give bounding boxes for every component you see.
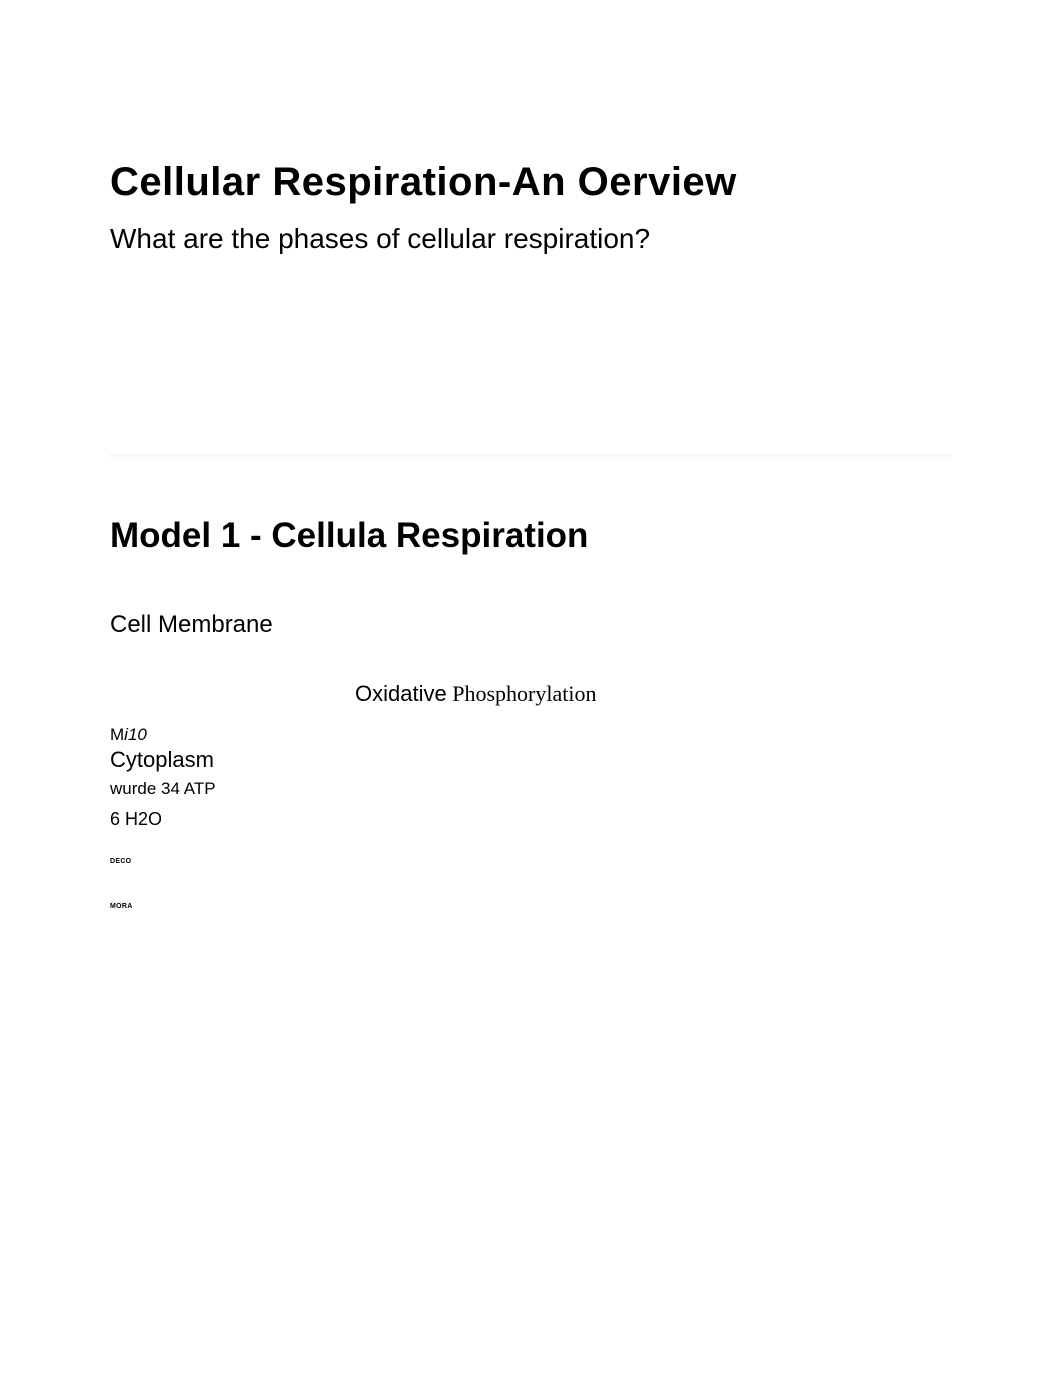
- mi-italic: i10: [124, 725, 147, 744]
- cytoplasm-label: Cytoplasm: [110, 747, 952, 773]
- section-seg-1: Model 1 - Ce: [110, 516, 316, 555]
- atp-num: 3: [161, 779, 170, 798]
- mi10-label: Mi10: [110, 725, 952, 745]
- document-page: Cellular Respiration-An Oerview What are…: [0, 0, 1062, 910]
- tiny-label-1: DECO: [110, 858, 952, 865]
- title-segment-2: on-An: [448, 160, 578, 204]
- tiny-label-2: MORA: [110, 903, 952, 910]
- oxphos-part1: Oxidative: [355, 681, 447, 706]
- section-seg-2: llula: [316, 516, 386, 555]
- oxidative-phosphorylation-label: Oxidative Phosphorylation: [355, 681, 952, 707]
- main-title: Cellular Respiration-An Oerview: [110, 160, 952, 205]
- section-title: Model 1 - Cellula Respiration: [110, 516, 952, 556]
- section-divider: [110, 455, 952, 461]
- atp-suffix: 4 ATP: [171, 779, 216, 798]
- atp-prefix: wurde: [110, 779, 161, 798]
- title-segment-3: Oerview: [578, 160, 737, 204]
- section-seg-4: ion: [536, 516, 588, 555]
- h2o-label: 6 H2O: [110, 809, 952, 830]
- atp-line: wurde 34 ATP: [110, 779, 952, 799]
- cell-membrane-label: Cell Membrane: [110, 611, 952, 639]
- title-segment-1: Cellular Respirati: [110, 160, 448, 204]
- mi-prefix: M: [110, 725, 124, 744]
- subtitle: What are the phases of cellular respirat…: [110, 223, 952, 255]
- oxphos-part2: Phosphorylation: [447, 681, 597, 706]
- section-seg-3: Respirat: [386, 516, 536, 555]
